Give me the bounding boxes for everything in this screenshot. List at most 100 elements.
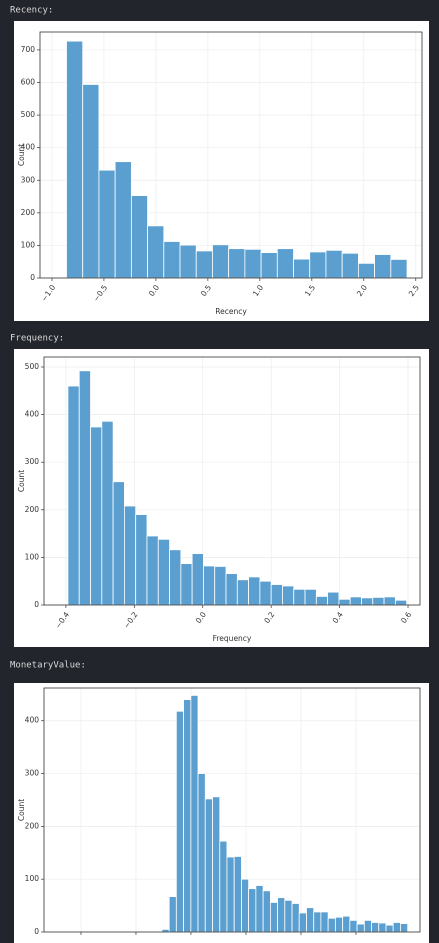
bar xyxy=(313,911,322,933)
y-tick-label: 100 xyxy=(21,240,36,249)
bar xyxy=(112,481,125,606)
y-tick-label: 0 xyxy=(34,600,39,609)
bar xyxy=(248,576,261,606)
bar xyxy=(309,251,327,279)
y-tick-label: 0 xyxy=(30,273,35,282)
bar xyxy=(262,890,271,933)
bar xyxy=(327,917,336,933)
bar xyxy=(135,514,148,606)
bar xyxy=(349,596,362,606)
bar xyxy=(304,588,317,606)
bar xyxy=(320,911,329,933)
bar xyxy=(179,244,197,279)
bar xyxy=(361,597,374,606)
bar xyxy=(327,591,340,606)
bar xyxy=(90,426,103,606)
bar xyxy=(392,922,401,933)
bar xyxy=(363,919,372,933)
bar xyxy=(226,856,235,933)
bar xyxy=(394,599,408,606)
bar xyxy=(259,580,272,606)
bar xyxy=(114,161,132,279)
bar xyxy=(357,262,376,279)
bar xyxy=(277,897,286,933)
bar xyxy=(338,598,351,606)
y-axis-label: Count xyxy=(17,144,26,166)
bar xyxy=(163,241,181,279)
bar xyxy=(335,916,344,933)
bar xyxy=(225,573,238,606)
bar xyxy=(400,923,409,933)
bar xyxy=(378,922,387,933)
bar xyxy=(169,549,182,606)
bar xyxy=(385,924,394,933)
bar xyxy=(356,923,365,933)
bar xyxy=(212,796,221,933)
bar xyxy=(233,856,242,933)
bar xyxy=(236,579,249,606)
bar xyxy=(315,596,329,606)
bar xyxy=(66,40,84,279)
axes-frame xyxy=(43,356,421,606)
bar xyxy=(183,699,192,933)
bar xyxy=(124,505,137,606)
bar xyxy=(270,584,283,606)
y-tick-label: 500 xyxy=(21,110,36,119)
bar xyxy=(248,888,257,933)
y-tick-label: 500 xyxy=(25,362,40,371)
bar xyxy=(130,195,148,279)
y-tick-label: 100 xyxy=(25,552,40,561)
bar xyxy=(371,922,380,933)
bar xyxy=(255,885,264,933)
bar xyxy=(325,249,343,279)
bar xyxy=(203,565,216,606)
bar xyxy=(282,585,295,606)
bar xyxy=(168,896,177,933)
bar xyxy=(390,259,408,279)
y-tick-label: 300 xyxy=(25,457,40,466)
y-tick-label: 200 xyxy=(25,821,40,830)
bar xyxy=(260,252,278,279)
y-tick-label: 100 xyxy=(25,874,40,883)
y-tick-label: 200 xyxy=(21,208,36,217)
y-tick-label: 200 xyxy=(25,505,40,514)
axes-frame xyxy=(43,687,421,933)
caption: Frequency: xyxy=(10,334,64,344)
bar xyxy=(157,538,170,606)
x-axis-label: Recency xyxy=(215,307,247,316)
y-tick-label: 600 xyxy=(21,78,36,87)
bar xyxy=(146,535,159,606)
bar xyxy=(383,596,396,606)
x-axis-label: Frequency xyxy=(213,634,252,643)
y-tick-label: 400 xyxy=(21,143,36,152)
y-axis-label: Count xyxy=(17,799,26,821)
y-tick-label: 300 xyxy=(21,175,36,184)
bar xyxy=(195,250,213,279)
bar xyxy=(349,919,358,933)
y-tick-label: 700 xyxy=(21,45,36,54)
bar xyxy=(276,248,294,279)
bar xyxy=(244,248,262,279)
bar xyxy=(342,915,351,933)
bar xyxy=(147,225,165,279)
bar xyxy=(293,588,306,606)
bar xyxy=(219,840,228,933)
bar xyxy=(78,370,91,606)
bar xyxy=(101,420,114,606)
bar xyxy=(293,258,311,279)
y-tick-label: 400 xyxy=(25,716,40,725)
bar xyxy=(241,878,250,933)
bar xyxy=(284,899,293,933)
bar xyxy=(306,907,315,933)
y-axis-label: Count xyxy=(17,470,26,492)
bar xyxy=(372,596,385,606)
y-tick-label: 400 xyxy=(25,410,40,419)
caption: MonetaryValue: xyxy=(10,661,86,671)
bar xyxy=(190,694,199,933)
bar xyxy=(175,710,184,933)
axes-frame xyxy=(39,31,423,279)
bar xyxy=(204,798,213,933)
bar xyxy=(228,248,246,279)
